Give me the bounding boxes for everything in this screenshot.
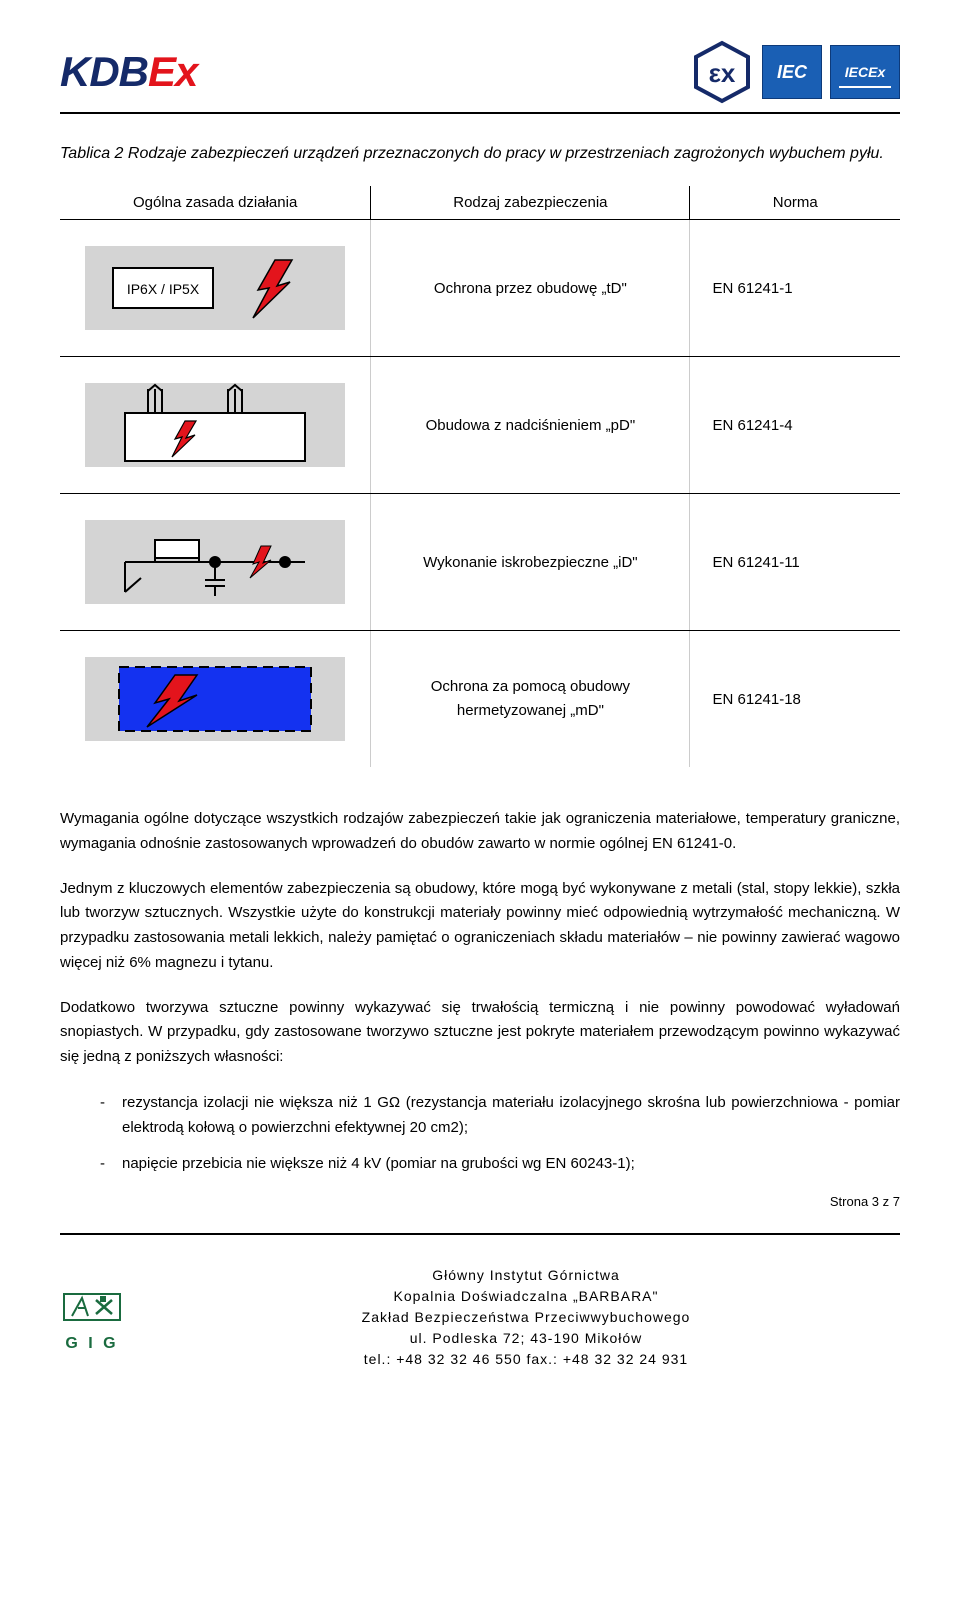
footer-line: tel.: +48 32 32 46 550 fax.: +48 32 32 2… (152, 1349, 900, 1370)
gig-logo: G I G (60, 1282, 124, 1353)
list-item: napięcie przebicia nie większe niż 4 kV … (100, 1151, 900, 1177)
paragraph-1: Wymagania ogólne dotyczące wszystkich ro… (60, 807, 900, 857)
divider-bottom (60, 1233, 900, 1235)
svg-text:εx: εx (709, 58, 736, 88)
table-row: Ochrona za pomocą obudowy hermetyzowanej… (60, 631, 900, 768)
footer-line: ul. Podleska 72; 43-190 Mikołów (152, 1328, 900, 1349)
diagram-id-intrinsic (85, 520, 345, 604)
header: KDBEx εx IEC IECEx (60, 40, 900, 104)
iecex-badge: IECEx (830, 45, 900, 99)
logo-kdb: KDB (60, 48, 148, 95)
ip-label: IP6X / IP5X (127, 281, 200, 297)
diagram-pd-pressurized (85, 383, 345, 467)
kdbex-logo: KDBEx (60, 48, 197, 96)
footer-address: Główny Instytut Górnictwa Kopalnia Doświ… (152, 1265, 900, 1370)
table-row: Wykonanie iskrobezpieczne „iD" EN 61241-… (60, 494, 900, 631)
cell-type: Wykonanie iskrobezpieczne „iD" (371, 494, 690, 631)
footer-line: Główny Instytut Górnictwa (152, 1265, 900, 1286)
bolt-icon (253, 260, 292, 318)
cell-standard: EN 61241-1 (690, 220, 900, 357)
gig-text: G I G (60, 1335, 124, 1353)
diagram-md-encapsulated (85, 657, 345, 741)
diagram-td-enclosure: IP6X / IP5X (85, 246, 345, 330)
cell-standard: EN 61241-18 (690, 631, 900, 768)
th-principle: Ogólna zasada działania (60, 186, 371, 220)
table-row: Obudowa z nadciśnieniem „pD" EN 61241-4 (60, 357, 900, 494)
properties-list: rezystancja izolacji nie większa niż 1 G… (100, 1090, 900, 1177)
footer-line: Kopalnia Doświadczalna „BARBARA" (152, 1286, 900, 1307)
footer: G I G Główny Instytut Górnictwa Kopalnia… (0, 1265, 960, 1400)
mining-icon (60, 1282, 124, 1328)
footer-line: Zakład Bezpieczeństwa Przeciwwybuchowego (152, 1307, 900, 1328)
th-standard: Norma (690, 186, 900, 220)
ex-hexagon-icon: εx (690, 40, 754, 104)
table-caption: Tablica 2 Rodzaje zabezpieczeń urządzeń … (60, 142, 900, 166)
cell-type: Obudowa z nadciśnieniem „pD" (371, 357, 690, 494)
table-row: IP6X / IP5X Ochrona przez obudowę „tD" E… (60, 220, 900, 357)
page-number: Strona 3 z 7 (60, 1194, 900, 1209)
logo-ex: Ex (148, 48, 197, 95)
protection-types-table: Ogólna zasada działania Rodzaj zabezpiec… (60, 186, 900, 767)
cell-type: Ochrona za pomocą obudowy hermetyzowanej… (371, 631, 690, 768)
cell-type: Ochrona przez obudowę „tD" (371, 220, 690, 357)
header-badges: εx IEC IECEx (690, 40, 900, 104)
list-item: rezystancja izolacji nie większa niż 1 G… (100, 1090, 900, 1141)
iec-badge: IEC (762, 45, 822, 99)
th-type: Rodzaj zabezpieczenia (371, 186, 690, 220)
page-content: KDBEx εx IEC IECEx Tablica 2 Rodzaje zab… (0, 0, 960, 1265)
paragraph-2: Jednym z kluczowych elementów zabezpiecz… (60, 877, 900, 976)
cell-standard: EN 61241-4 (690, 357, 900, 494)
cell-standard: EN 61241-11 (690, 494, 900, 631)
divider-top (60, 112, 900, 114)
paragraph-3: Dodatkowo tworzywa sztuczne powinny wyka… (60, 996, 900, 1070)
